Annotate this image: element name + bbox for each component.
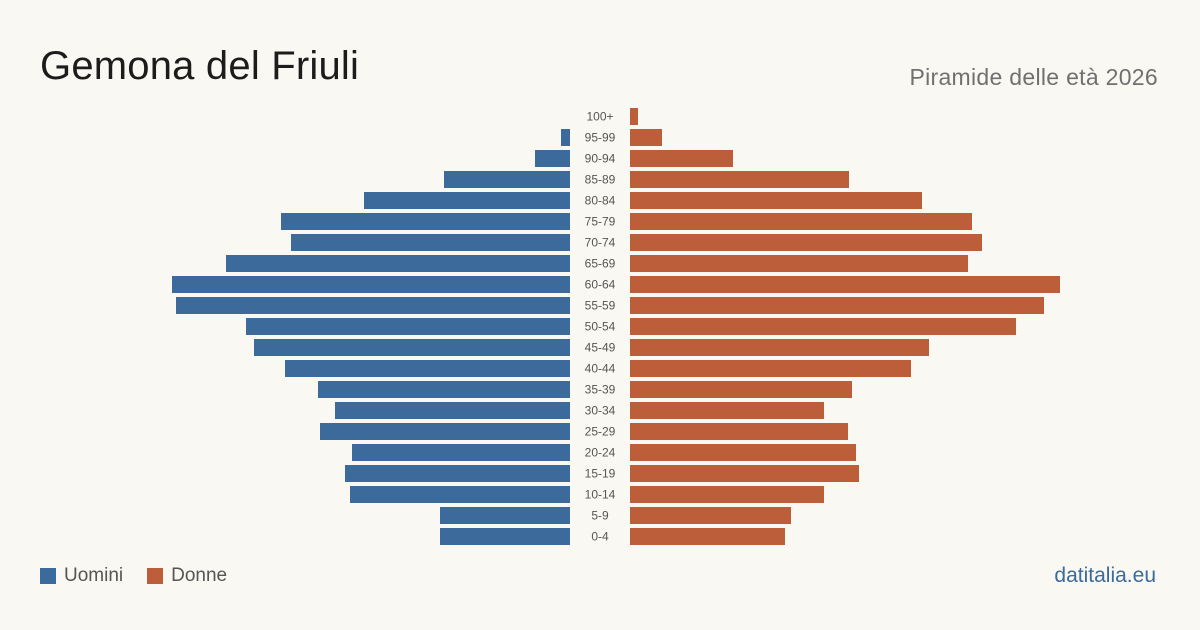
bar-men-60-64 [172, 276, 570, 293]
bar-men-5-9 [440, 507, 570, 524]
age-label-90-94: 90-94 [585, 152, 616, 166]
bar-women-15-19 [630, 465, 859, 482]
bar-women-5-9 [630, 507, 791, 524]
bar-men-15-19 [345, 465, 570, 482]
age-label-95-99: 95-99 [585, 131, 616, 145]
bar-men-40-44 [285, 360, 570, 377]
legend-swatch-men [40, 568, 56, 584]
age-label-45-49: 45-49 [585, 341, 616, 355]
age-label-20-24: 20-24 [585, 446, 616, 460]
bar-men-80-84 [364, 192, 570, 209]
bar-women-95-99 [630, 129, 662, 146]
chart-subtitle: Piramide delle età 2026 [909, 64, 1158, 90]
age-label-70-74: 70-74 [585, 236, 616, 250]
bar-women-55-59 [630, 297, 1044, 314]
age-label-35-39: 35-39 [585, 383, 616, 397]
bar-women-0-4 [630, 528, 785, 545]
bar-men-65-69 [226, 255, 570, 272]
bar-women-100+ [630, 108, 638, 125]
bar-women-75-79 [630, 213, 972, 230]
bar-men-95-99 [561, 129, 570, 146]
age-label-5-9: 5-9 [591, 509, 609, 523]
age-label-100+: 100+ [586, 110, 613, 124]
bar-men-55-59 [176, 297, 570, 314]
bar-women-70-74 [630, 234, 982, 251]
bar-men-85-89 [444, 171, 570, 188]
bar-men-50-54 [246, 318, 570, 335]
bar-men-35-39 [318, 381, 570, 398]
bar-women-30-34 [630, 402, 824, 419]
page-title: Gemona del Friuli [40, 44, 360, 88]
bar-women-50-54 [630, 318, 1016, 335]
age-label-40-44: 40-44 [585, 362, 616, 376]
age-label-65-69: 65-69 [585, 257, 616, 271]
bar-women-85-89 [630, 171, 849, 188]
age-label-85-89: 85-89 [585, 173, 616, 187]
source-link[interactable]: datitalia.eu [1054, 564, 1156, 587]
bar-women-60-64 [630, 276, 1060, 293]
age-label-60-64: 60-64 [585, 278, 616, 292]
age-label-55-59: 55-59 [585, 299, 616, 313]
legend-item-women: Donne [147, 564, 227, 588]
bar-men-30-34 [335, 402, 570, 419]
bar-women-20-24 [630, 444, 856, 461]
chart-legend: Uomini Donne [40, 564, 227, 588]
bar-women-45-49 [630, 339, 929, 356]
bar-men-45-49 [254, 339, 570, 356]
age-label-15-19: 15-19 [585, 467, 616, 481]
age-label-0-4: 0-4 [591, 530, 609, 544]
age-label-50-54: 50-54 [585, 320, 616, 334]
legend-label-women: Donne [171, 565, 228, 586]
age-label-75-79: 75-79 [585, 215, 616, 229]
bar-men-10-14 [350, 486, 570, 503]
bar-women-65-69 [630, 255, 968, 272]
bar-men-75-79 [281, 213, 570, 230]
bar-women-25-29 [630, 423, 848, 440]
bar-women-90-94 [630, 150, 733, 167]
age-label-80-84: 80-84 [585, 194, 616, 208]
legend-item-men: Uomini [40, 564, 123, 588]
legend-label-men: Uomini [64, 565, 124, 586]
age-label-25-29: 25-29 [585, 425, 616, 439]
age-label-30-34: 30-34 [585, 404, 616, 418]
bar-men-20-24 [352, 444, 570, 461]
bar-men-0-4 [440, 528, 570, 545]
age-label-10-14: 10-14 [585, 488, 616, 502]
bar-men-90-94 [535, 150, 570, 167]
bar-women-35-39 [630, 381, 852, 398]
bar-women-40-44 [630, 360, 911, 377]
bar-women-80-84 [630, 192, 922, 209]
legend-swatch-women [147, 568, 164, 584]
bar-women-10-14 [630, 486, 824, 503]
bar-men-25-29 [320, 423, 570, 440]
bar-men-70-74 [291, 234, 570, 251]
